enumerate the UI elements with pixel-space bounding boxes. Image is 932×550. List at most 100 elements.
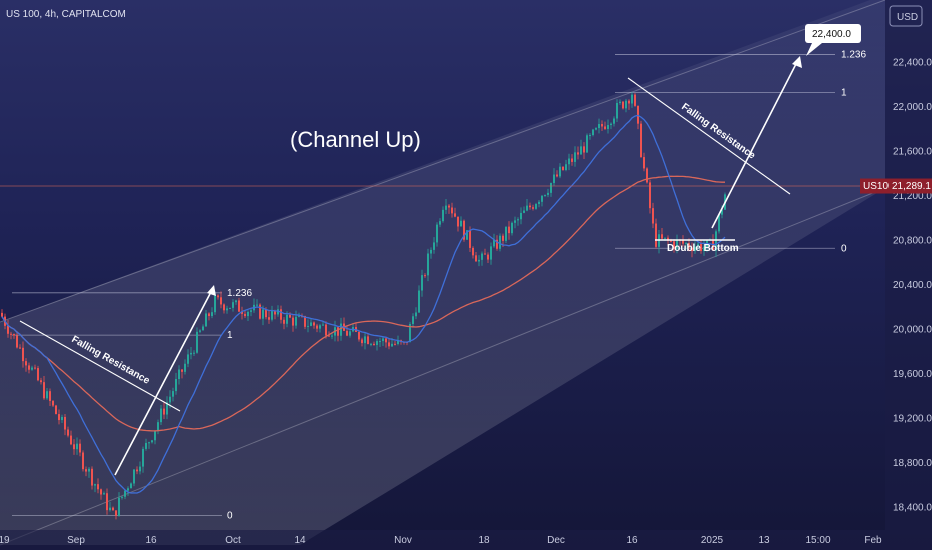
- candle-body: [655, 223, 657, 247]
- y-tick-label: 21,600.0: [893, 146, 932, 157]
- candle-body: [505, 226, 507, 241]
- candle-body: [82, 452, 84, 470]
- candle-body: [121, 496, 123, 498]
- projection-arrow-2: [711, 61, 798, 229]
- candle-body: [229, 307, 231, 309]
- currency-button[interactable]: USD: [889, 5, 923, 27]
- y-tick-label: 21,200.0: [893, 191, 932, 202]
- candle-body: [139, 466, 141, 472]
- projection-arrowhead-1: [207, 285, 216, 296]
- candle-body: [373, 343, 375, 346]
- candle-body: [457, 216, 459, 227]
- candle-body: [265, 309, 267, 318]
- target-callout: 22,400.0: [805, 24, 861, 56]
- candle-body: [574, 152, 576, 162]
- fib-level-label: 1: [841, 87, 847, 98]
- candle-body: [547, 192, 549, 195]
- candle-body: [628, 100, 630, 104]
- x-tick-label: 14: [294, 535, 306, 546]
- candle-body: [646, 168, 648, 183]
- candle-body: [91, 468, 93, 486]
- candle-body: [487, 254, 489, 260]
- candle-body: [73, 444, 75, 450]
- candle-body: [676, 239, 678, 249]
- candle-body: [463, 220, 465, 240]
- candle-body: [583, 146, 585, 153]
- candle-body: [391, 343, 393, 347]
- candle-body: [682, 240, 684, 244]
- candle-body: [235, 300, 237, 303]
- candle-body: [10, 333, 12, 335]
- candle-body: [640, 123, 642, 158]
- candle-body: [700, 243, 702, 251]
- candle-body: [118, 497, 120, 516]
- candle-body: [169, 396, 171, 403]
- candle-body: [256, 304, 258, 306]
- candle-body: [427, 253, 429, 276]
- y-tick-label: 18,800.0: [893, 458, 932, 469]
- candle-body: [526, 205, 528, 211]
- x-tick-label: Sep: [67, 535, 85, 546]
- candle-body: [277, 309, 279, 315]
- candle-body: [193, 352, 195, 354]
- candle-body: [262, 309, 264, 319]
- candle-body: [154, 430, 156, 441]
- candle-body: [697, 243, 699, 247]
- candle-body: [670, 240, 672, 242]
- candle-body: [568, 158, 570, 165]
- candle-body: [433, 242, 435, 250]
- moving-average-slow: [1, 175, 725, 432]
- candle-body: [313, 322, 315, 326]
- candle-body: [115, 510, 117, 516]
- x-tick-label: Dec: [547, 535, 565, 546]
- candle-body: [304, 316, 306, 327]
- moving-average-fast: [1, 114, 726, 494]
- candle-body: [61, 416, 63, 421]
- y-tick-label: 22,000.0: [893, 102, 932, 113]
- candle-body: [589, 135, 591, 137]
- x-tick-label: 16: [145, 535, 157, 546]
- candle-body: [643, 157, 645, 169]
- candle-body: [529, 205, 531, 208]
- candle-body: [484, 253, 486, 255]
- candle-body: [238, 300, 240, 312]
- currency-label: USD: [897, 12, 918, 23]
- time-axis: [0, 530, 932, 550]
- candle-body: [172, 391, 174, 397]
- candle-body: [607, 125, 609, 129]
- x-tick-label: Oct: [225, 535, 241, 546]
- y-tick-label: 19,200.0: [893, 414, 932, 425]
- candle-body: [340, 323, 342, 336]
- candle-body: [604, 126, 606, 129]
- candle-body: [40, 380, 42, 383]
- fib-level-label: 0: [227, 511, 233, 522]
- candle-body: [1, 312, 3, 317]
- candle-body: [271, 310, 273, 320]
- y-tick-label: 19,600.0: [893, 369, 932, 380]
- candle-body: [292, 317, 294, 326]
- candle-body: [496, 239, 498, 249]
- candle-body: [205, 313, 207, 327]
- candle-body: [7, 325, 9, 334]
- candle-body: [49, 391, 51, 401]
- candle-body: [145, 442, 147, 449]
- candle-body: [124, 490, 126, 497]
- candle-body: [52, 400, 54, 406]
- candle-body: [322, 324, 324, 326]
- x-tick-label: 15:00: [805, 535, 830, 546]
- candle-body: [166, 402, 168, 415]
- candle-body: [445, 205, 447, 210]
- candle-body: [208, 313, 210, 317]
- candle-body: [151, 440, 153, 443]
- candle-body: [202, 326, 204, 331]
- candle-body: [532, 207, 534, 209]
- candle-body: [268, 317, 270, 320]
- x-tick-label: Nov: [394, 535, 412, 546]
- candle-body: [127, 488, 129, 491]
- candle-body: [88, 468, 90, 472]
- price-axis: [885, 0, 932, 530]
- candle-body: [181, 369, 183, 372]
- candle-body: [517, 219, 519, 221]
- candle-body: [310, 322, 312, 326]
- fib-level-label: 1.236: [841, 50, 866, 61]
